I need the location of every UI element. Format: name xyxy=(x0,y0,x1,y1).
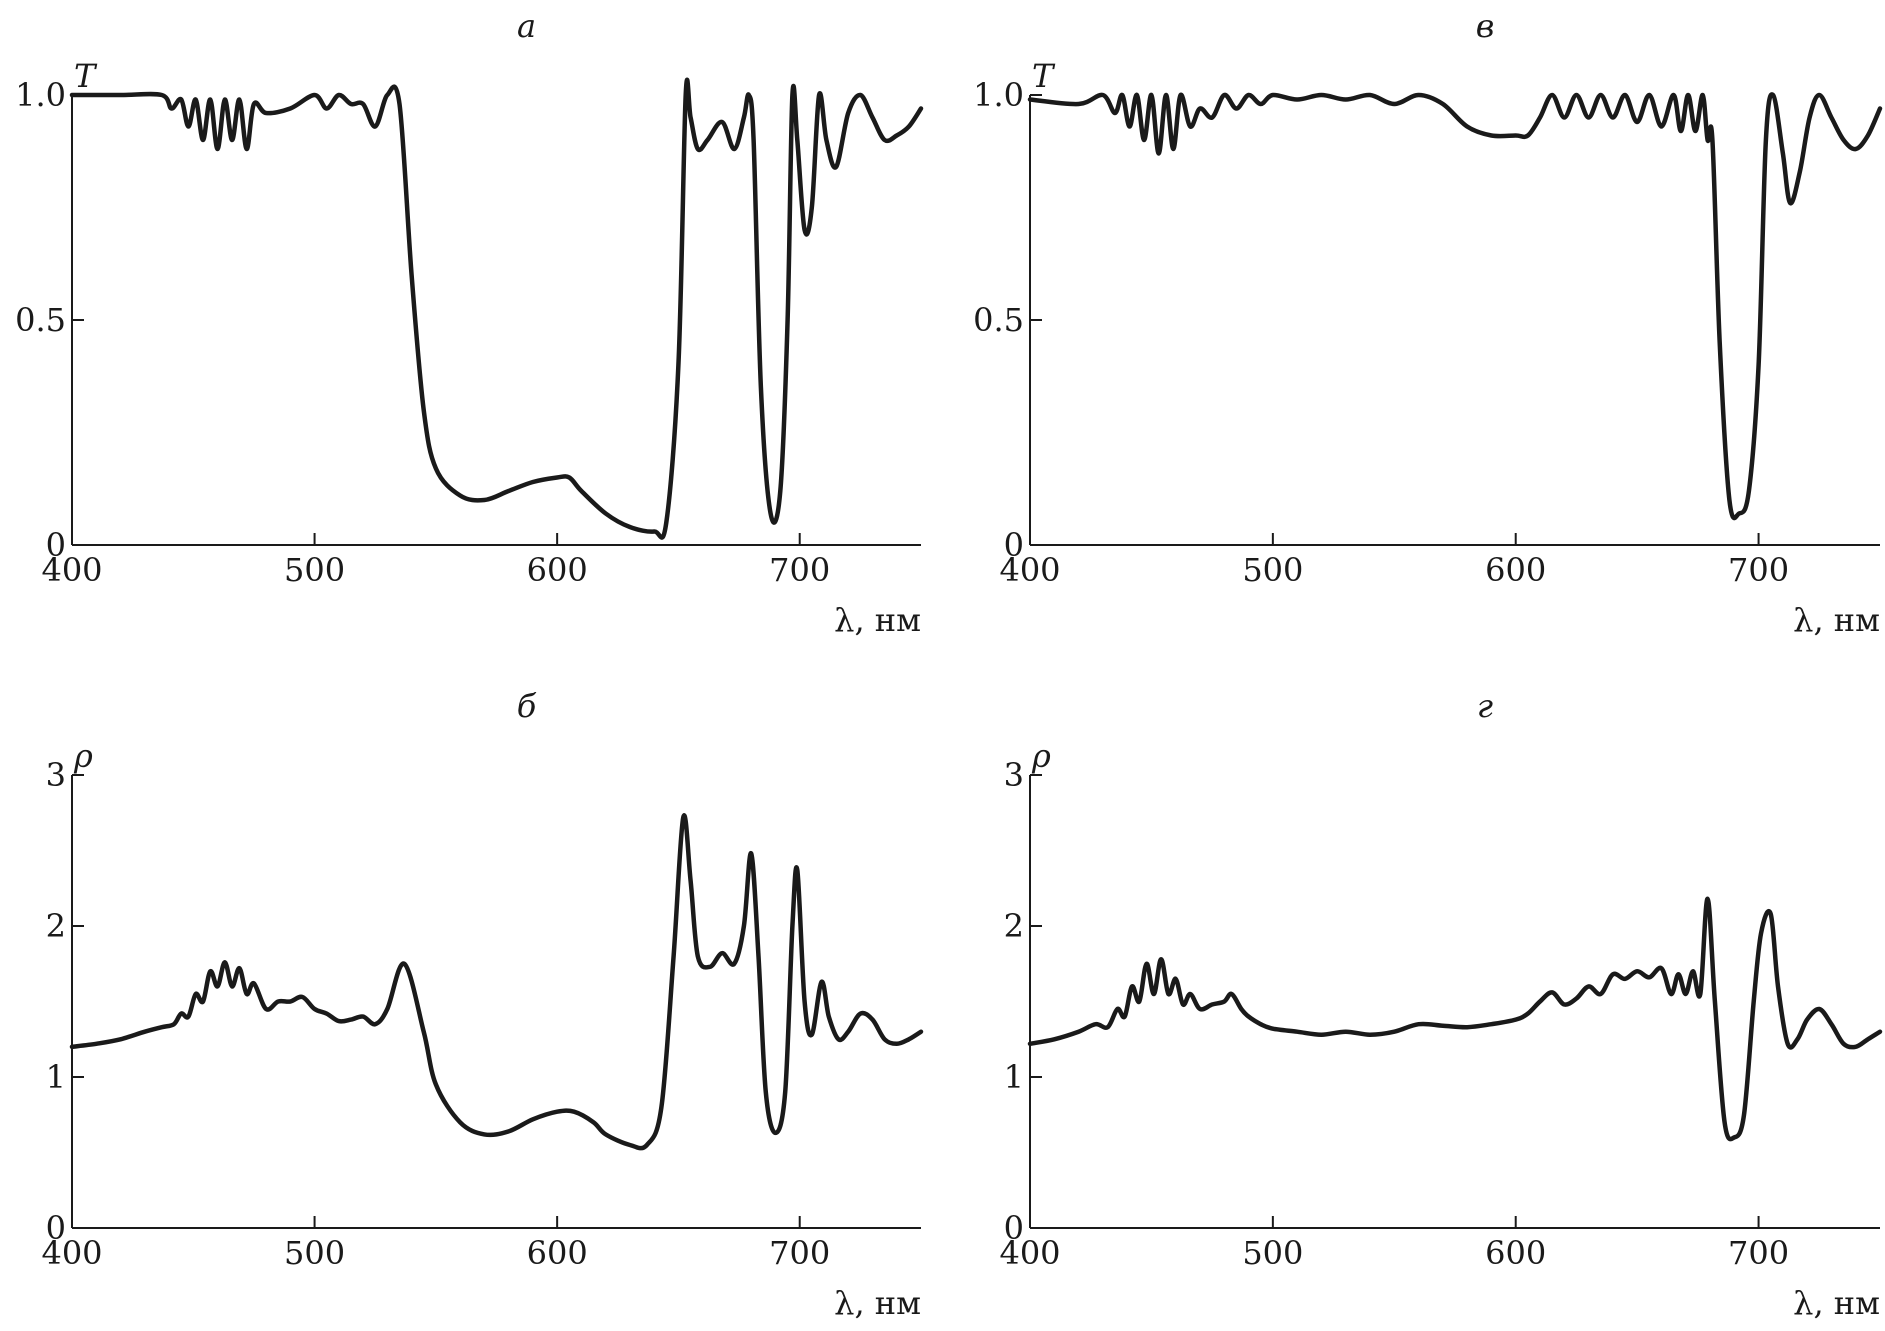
x-tick-label: 500 xyxy=(284,1234,345,1272)
panel-label: г xyxy=(1477,687,1493,725)
x-tick-label: 600 xyxy=(1485,551,1546,589)
series-line xyxy=(69,813,924,1151)
x-tick-label: 600 xyxy=(527,551,588,589)
panel-b-rho: 400 500 600 700 0 1 2 3 ρ λ, нм б xyxy=(41,687,924,1322)
panel-g-rho: 400 500 600 700 0 1 2 3 ρ λ, нм г xyxy=(999,687,1883,1322)
x-axis-label: λ, нм xyxy=(834,1284,921,1322)
y-tick-label: 1.0 xyxy=(15,76,66,114)
x-tick-label: 400 xyxy=(41,551,102,589)
y-tick-label: 3 xyxy=(1004,756,1024,794)
series-line xyxy=(1027,896,1883,1142)
x-tick-label: 700 xyxy=(769,1234,830,1272)
y-tick-label: 1.0 xyxy=(973,76,1024,114)
y-axis-label: T xyxy=(74,57,98,95)
x-tick-label: 400 xyxy=(41,1234,102,1272)
y-tick-label: 0.5 xyxy=(15,301,66,339)
x-tick-label: 600 xyxy=(527,1234,588,1272)
y-tick-label: 0 xyxy=(46,1209,66,1247)
x-tick-label: 400 xyxy=(999,551,1060,589)
panel-label: б xyxy=(517,687,537,725)
series-line xyxy=(69,77,924,540)
x-tick-label: 700 xyxy=(1728,551,1789,589)
x-tick-label: 600 xyxy=(1485,1234,1546,1272)
x-tick-label: 700 xyxy=(1728,1234,1789,1272)
y-axis-label: T xyxy=(1032,57,1056,95)
y-tick-label: 3 xyxy=(46,756,66,794)
y-tick-label: 0 xyxy=(46,526,66,564)
x-tick-label: 500 xyxy=(1242,1234,1303,1272)
y-axis-label: ρ xyxy=(1031,737,1051,775)
series-line xyxy=(1027,92,1883,521)
y-tick-label: 1 xyxy=(46,1058,66,1096)
x-axis-label: λ, нм xyxy=(1793,601,1880,639)
y-tick-label: 1 xyxy=(1004,1058,1024,1096)
x-tick-label: 700 xyxy=(769,551,830,589)
panel-label: а xyxy=(517,7,536,45)
y-tick-label: 2 xyxy=(1004,907,1024,945)
y-tick-label: 0.5 xyxy=(973,301,1024,339)
x-tick-label: 500 xyxy=(1242,551,1303,589)
y-axis-label: ρ xyxy=(73,737,93,775)
y-tick-label: 0 xyxy=(1004,1209,1024,1247)
x-axis-label: λ, нм xyxy=(1793,1284,1880,1322)
x-axis-label: λ, нм xyxy=(834,601,921,639)
y-tick-label: 0 xyxy=(1004,526,1024,564)
y-tick-label: 2 xyxy=(46,907,66,945)
panel-a-transmittance: 400 500 600 700 0 0.5 1.0 Tλ, нм а xyxy=(15,7,924,639)
panel-v-transmittance: 400 500 600 700 0 0.5 1.0 Tλ, нм в xyxy=(973,7,1883,639)
x-tick-label: 400 xyxy=(999,1234,1060,1272)
x-tick-label: 500 xyxy=(284,551,345,589)
panel-label: в xyxy=(1476,7,1495,45)
